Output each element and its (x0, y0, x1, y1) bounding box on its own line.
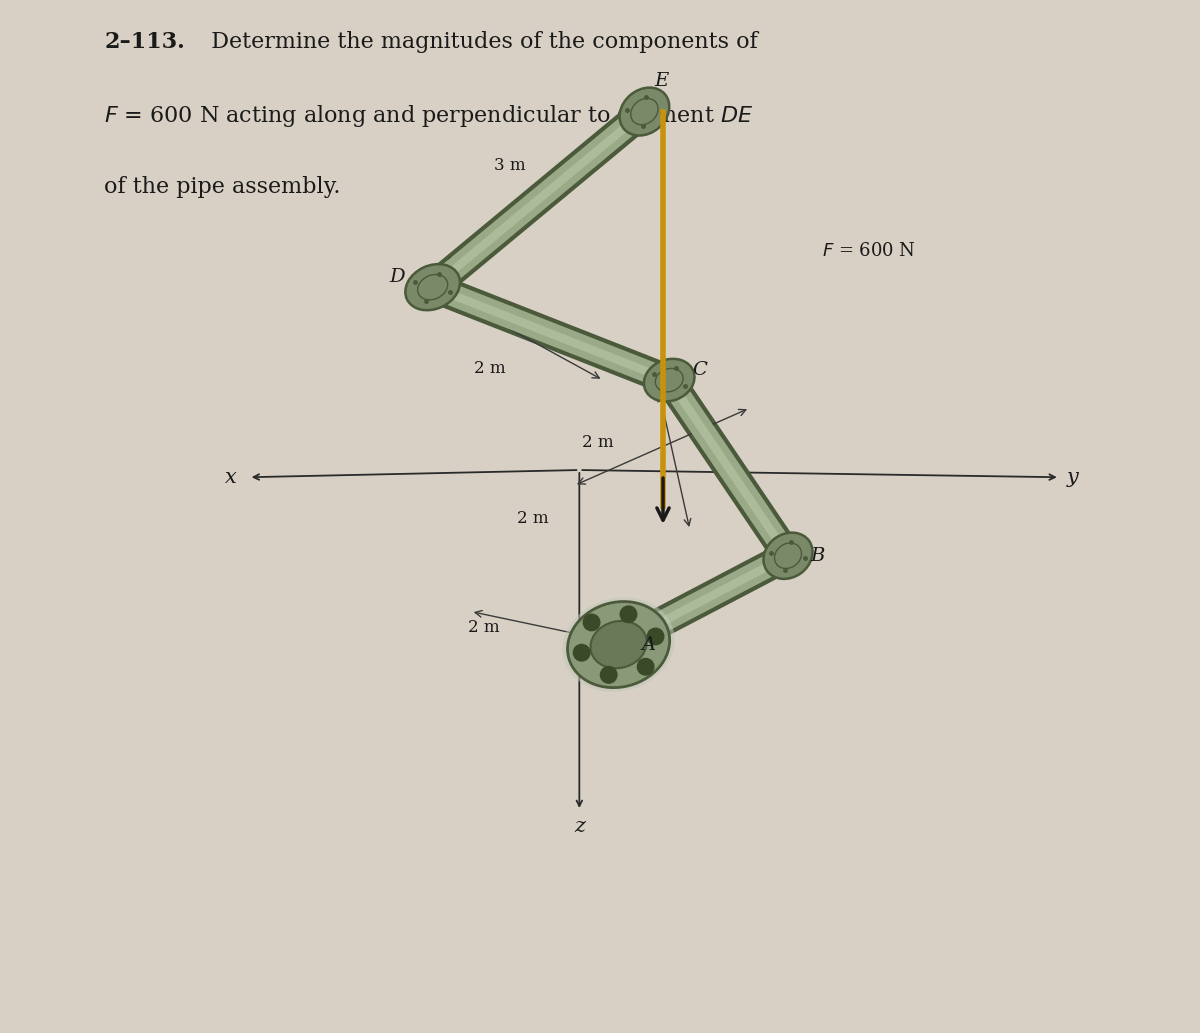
Text: Determine the magnitudes of the components of: Determine the magnitudes of the componen… (197, 31, 758, 53)
Circle shape (600, 666, 617, 683)
Ellipse shape (644, 358, 695, 402)
Text: 2 m: 2 m (582, 434, 613, 450)
Circle shape (647, 628, 664, 645)
Text: C: C (692, 361, 707, 379)
Ellipse shape (568, 601, 670, 688)
Text: z: z (574, 817, 584, 836)
Text: y: y (1067, 468, 1079, 487)
Ellipse shape (406, 264, 460, 310)
Circle shape (637, 658, 654, 675)
Text: $F$ = 600 N: $F$ = 600 N (822, 242, 916, 260)
Ellipse shape (763, 533, 812, 578)
Ellipse shape (619, 88, 670, 135)
Text: $F$ = 600 N acting along and perpendicular to segment $DE$: $F$ = 600 N acting along and perpendicul… (104, 103, 754, 129)
Text: 3 m: 3 m (494, 157, 526, 174)
Text: A: A (641, 635, 655, 654)
Text: of the pipe assembly.: of the pipe assembly. (104, 176, 341, 197)
Text: E: E (655, 71, 668, 90)
Text: D: D (389, 268, 404, 286)
Text: B: B (811, 546, 826, 565)
Ellipse shape (590, 621, 647, 668)
Circle shape (583, 615, 600, 631)
Text: x: x (226, 468, 238, 487)
Ellipse shape (563, 597, 674, 692)
Circle shape (574, 645, 590, 661)
Text: 2 m: 2 m (468, 619, 500, 635)
Text: 2–113.: 2–113. (104, 31, 185, 53)
Circle shape (620, 606, 637, 623)
Text: 2 m: 2 m (517, 510, 548, 527)
Text: 2 m: 2 m (474, 361, 505, 377)
